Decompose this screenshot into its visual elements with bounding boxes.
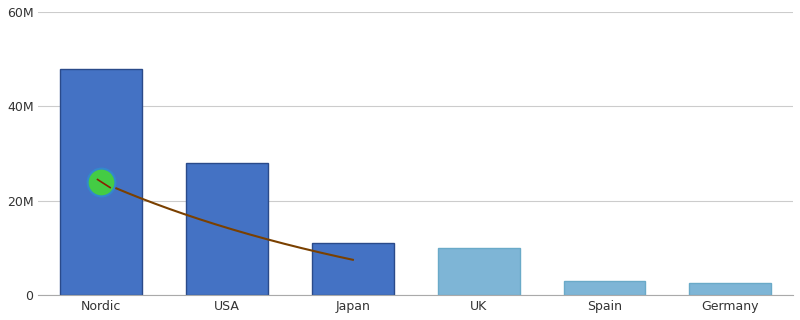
Bar: [312, 243, 394, 295]
Bar: [438, 248, 519, 295]
Point: [95, 179, 108, 184]
Bar: [690, 284, 771, 295]
Bar: [563, 281, 646, 295]
Bar: [61, 68, 142, 295]
Bar: [186, 163, 268, 295]
